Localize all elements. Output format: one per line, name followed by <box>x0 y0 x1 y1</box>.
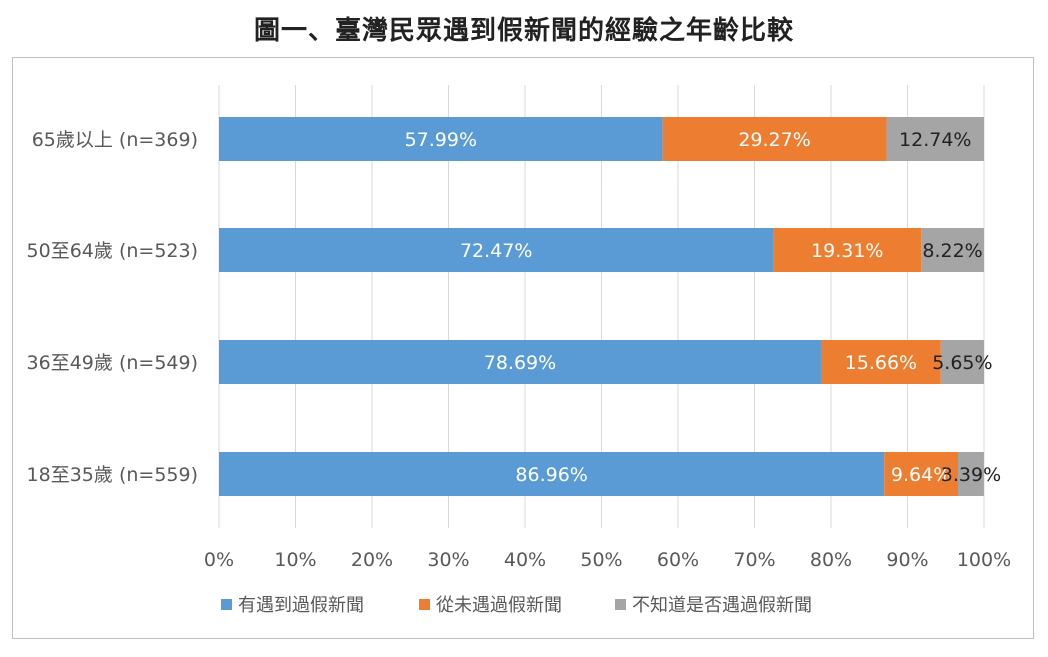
data-label: 3.39% <box>941 464 1001 486</box>
data-label: 57.99% <box>405 129 477 151</box>
category-label: 36至49歲 (n=549) <box>27 352 198 374</box>
category-labels: 65歲以上 (n=369) 50至64歲 (n=523) 36至49歲 (n=549… <box>27 129 198 486</box>
bar-segment <box>940 340 984 384</box>
x-tick-label: 30% <box>427 549 469 571</box>
legend: 有遇到過假新聞 從未遇過假新聞 不知道是否遇過假新聞 <box>221 595 812 616</box>
legend-label: 有遇到過假新聞 <box>238 595 364 616</box>
x-tick-labels: 0% 10% 20% 30% 40% 50% 60% 70% 80% 90% 100% <box>204 549 1011 571</box>
x-tick-label: 60% <box>657 549 699 571</box>
bar-segment <box>820 340 941 384</box>
data-label: 8.22% <box>922 240 982 262</box>
x-tick-label: 20% <box>351 549 393 571</box>
data-label: 72.47% <box>460 240 532 262</box>
category-label: 50至64歲 (n=523) <box>27 240 198 262</box>
category-label: 18至35歲 (n=559) <box>27 464 198 486</box>
data-label: 12.74% <box>899 129 971 151</box>
legend-label: 從未遇過假新聞 <box>436 595 562 616</box>
x-tick-label: 40% <box>504 549 546 571</box>
data-label: 9.64% <box>891 464 951 486</box>
data-labels: 57.99% 29.27% 12.74% 72.47% 19.31% 8.22% 78.69… <box>405 129 1002 486</box>
legend-swatch <box>221 599 232 610</box>
data-label: 5.65% <box>932 352 992 374</box>
data-label: 78.69% <box>484 352 556 374</box>
data-label: 19.31% <box>811 240 883 262</box>
data-label: 86.96% <box>515 464 587 486</box>
x-tick-label: 0% <box>204 549 234 571</box>
x-tick-label: 50% <box>580 549 622 571</box>
bar-segment <box>921 228 984 272</box>
x-tick-label: 80% <box>810 549 852 571</box>
bar-segment <box>884 452 958 496</box>
legend-swatch <box>615 599 626 610</box>
legend-label: 不知道是否遇過假新聞 <box>632 595 812 616</box>
legend-swatch <box>419 599 430 610</box>
chart-title: 圖一、臺灣民眾遇到假新聞的經驗之年齡比較 <box>253 16 794 46</box>
bar-segment <box>219 340 821 384</box>
bars <box>219 117 984 496</box>
bar-segment <box>219 117 663 161</box>
x-tick-label: 100% <box>957 549 1011 571</box>
bar-segment <box>662 117 887 161</box>
bar-segment <box>219 452 885 496</box>
bar-segment <box>773 228 922 272</box>
data-label: 29.27% <box>738 129 810 151</box>
bar-segment <box>886 117 984 161</box>
bar-segment <box>219 228 774 272</box>
chart-frame <box>12 57 1034 639</box>
x-tick-label: 10% <box>274 549 316 571</box>
x-tick-label: 70% <box>733 549 775 571</box>
bar-segment <box>957 452 984 496</box>
category-label: 65歲以上 (n=369) <box>32 129 198 151</box>
x-tick-label: 90% <box>886 549 928 571</box>
data-label: 15.66% <box>845 352 917 374</box>
